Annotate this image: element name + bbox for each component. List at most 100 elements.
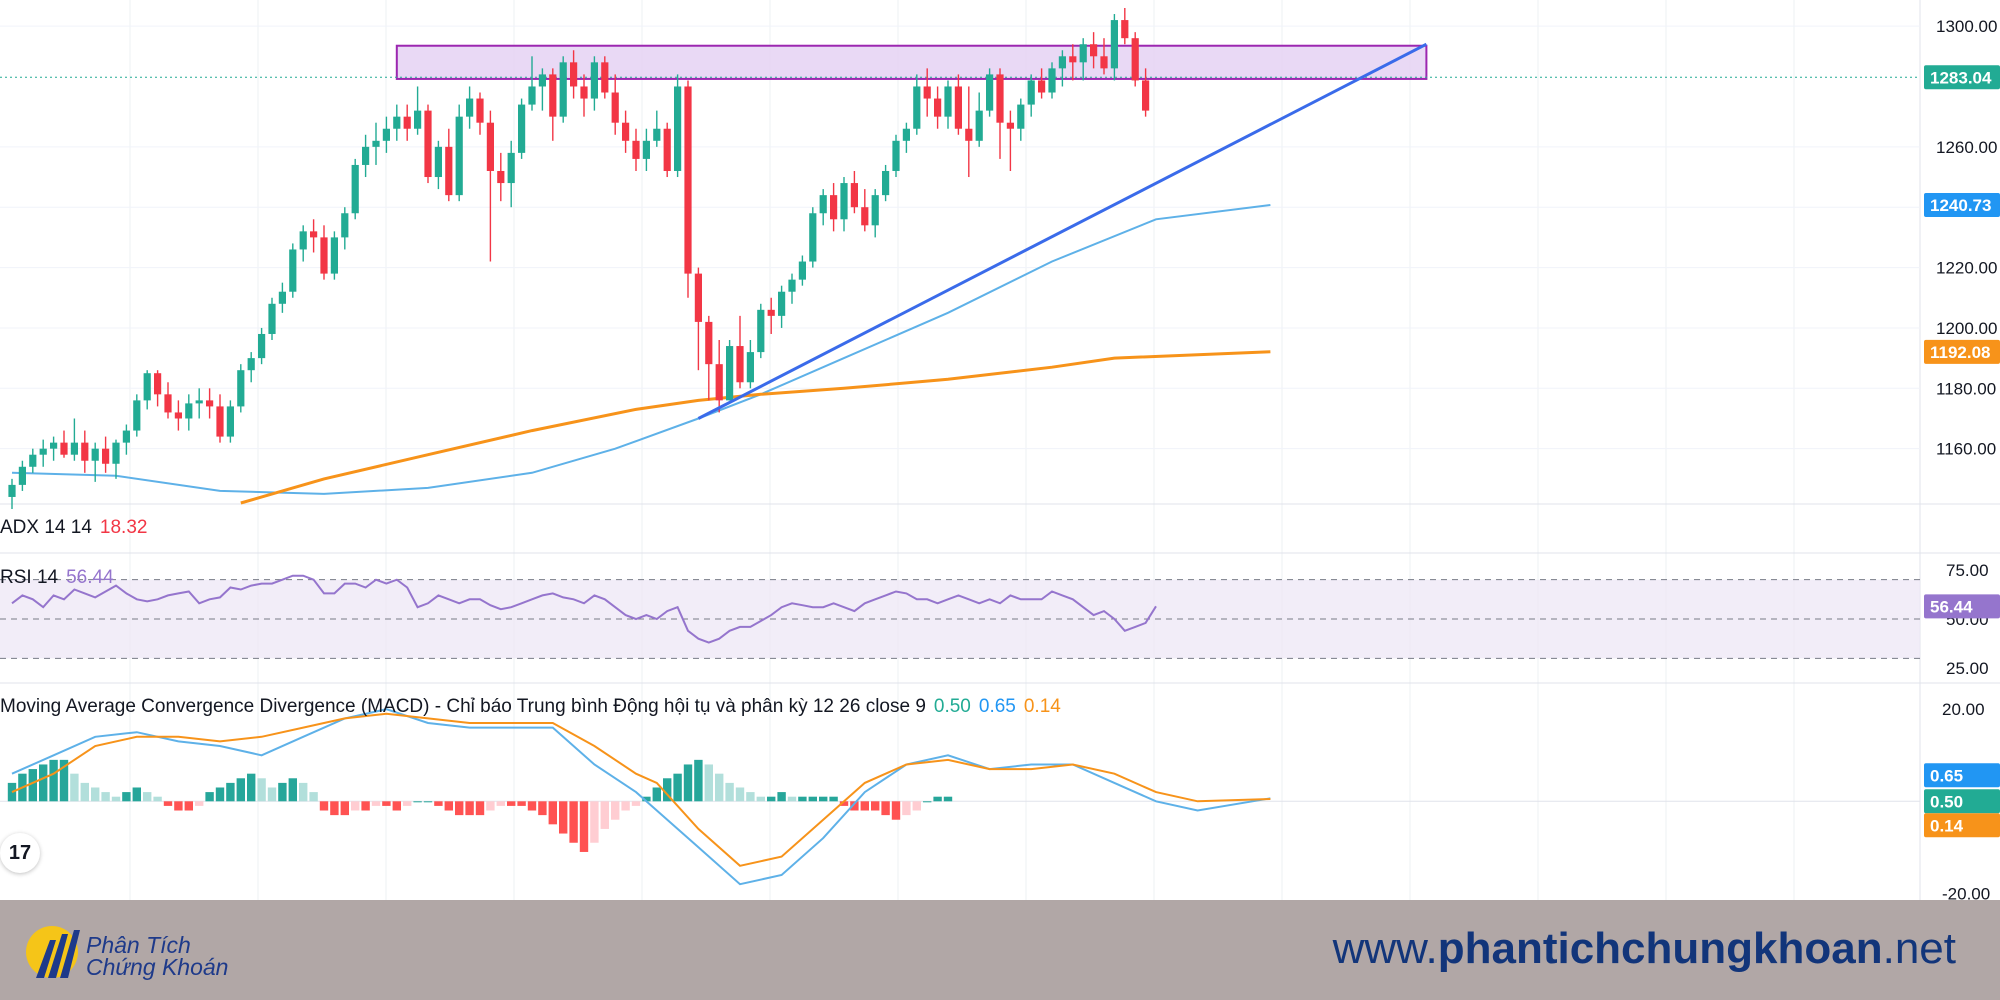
candle — [299, 225, 307, 262]
candle-body — [476, 98, 484, 123]
candle — [18, 460, 26, 491]
macd-hist-tag: 0.14 — [1924, 813, 2000, 838]
candle-body — [1100, 56, 1108, 69]
macd-histogram-bar — [226, 782, 235, 802]
footer-banner: Phân Tích Chứng Khoán www.phantichchungk… — [0, 900, 2000, 1000]
macd-histogram-bar — [122, 792, 131, 802]
candle — [642, 128, 650, 171]
macd-histogram-bar — [579, 801, 589, 852]
price-axis[interactable]: 1300.001260.001240.001220.001200.001180.… — [1924, 17, 2000, 900]
macd-histogram-bar — [850, 801, 859, 811]
price-tick-label: 1200.00 — [1936, 319, 1997, 338]
macd-histogram-bar — [694, 759, 703, 802]
brand-url[interactable]: www.phantichchungkhoan.net — [1333, 924, 1956, 974]
macd-histogram-bar — [683, 764, 693, 802]
macd-hist-tag-text: 0.14 — [1930, 816, 1964, 835]
candle — [1100, 38, 1108, 75]
candle-body — [382, 128, 390, 141]
candle-body — [1017, 104, 1025, 129]
candle — [112, 439, 120, 479]
candle-body — [393, 116, 401, 129]
rsi-value-tag-text: 56.44 — [1930, 597, 1973, 616]
macd-histogram-bar — [195, 801, 204, 806]
candle-body — [528, 86, 536, 105]
price-pane[interactable] — [0, 8, 1920, 510]
candle — [50, 436, 58, 461]
candle-body — [705, 321, 713, 365]
candle — [247, 352, 255, 383]
macd-histogram-bar — [153, 796, 162, 802]
candle — [757, 303, 765, 359]
adx-legend[interactable]: ADX 14 14 18.32 — [0, 517, 147, 539]
macd-histogram-bar — [163, 801, 173, 806]
candle — [310, 219, 318, 253]
macd-histogram-bar — [361, 801, 370, 811]
candle-body — [362, 146, 370, 165]
candle-body — [674, 86, 682, 171]
candle — [8, 478, 16, 510]
candle — [424, 104, 432, 184]
candle-body — [341, 213, 349, 238]
candle — [237, 364, 245, 413]
candle — [798, 255, 806, 286]
candle — [861, 189, 869, 232]
candle — [507, 140, 515, 208]
candle — [1017, 98, 1025, 141]
candle-body — [944, 86, 952, 117]
macd-pane[interactable] — [0, 708, 1920, 886]
candle — [351, 158, 359, 220]
candle — [705, 315, 713, 401]
candle — [60, 430, 68, 458]
candle — [996, 68, 1004, 159]
macd-histogram-bar — [746, 792, 755, 802]
ma-fast-line — [11, 204, 1271, 495]
candle-body — [1110, 20, 1118, 69]
candle-body — [185, 403, 193, 419]
candle-body — [518, 104, 526, 153]
tradingview-logo[interactable]: 17 — [0, 833, 40, 873]
chart-area[interactable]: 1300.001260.001240.001220.001200.001180.… — [0, 0, 2000, 900]
candle — [736, 315, 744, 389]
candle-body — [102, 448, 110, 464]
rsi-legend[interactable]: RSI 14 56.44 — [0, 567, 114, 589]
candle — [1090, 32, 1098, 69]
macd-histogram-bar — [288, 778, 297, 802]
macd-histogram-bar — [933, 796, 942, 802]
candle-body — [174, 412, 182, 419]
candle — [154, 370, 162, 407]
macd-histogram-bar — [829, 796, 838, 802]
macd-histogram-bar — [600, 801, 609, 829]
candle-body — [112, 442, 120, 464]
candle-body — [902, 128, 910, 141]
macd-histogram-bar — [184, 801, 193, 811]
macd-legend[interactable]: Moving Average Convergence Divergence (M… — [0, 696, 1061, 718]
macd-histogram-bar — [101, 792, 110, 802]
candle-body — [330, 237, 338, 274]
macd-histogram-bar — [819, 796, 828, 802]
macd-value-tag-bg — [1924, 789, 2000, 814]
candle-body — [237, 370, 245, 407]
macd-histogram-bar — [205, 792, 214, 802]
support-trendline — [697, 42, 1428, 420]
rsi-title: RSI 14 — [0, 567, 59, 588]
candle-body — [299, 231, 307, 250]
candle — [715, 340, 723, 413]
macd-histogram-bar — [777, 792, 786, 802]
candle-body — [954, 86, 962, 129]
candle — [486, 110, 494, 262]
candle — [382, 116, 390, 153]
macd-value-tag-text: 0.50 — [1930, 792, 1963, 811]
candle — [622, 110, 630, 153]
candle — [497, 152, 505, 202]
candle — [174, 400, 182, 431]
rsi-pane[interactable] — [0, 574, 1920, 659]
macd-histogram-bar — [808, 796, 817, 802]
macd-histogram-bar — [538, 801, 547, 816]
macd-value: 0.50 — [933, 696, 971, 717]
candle-body — [549, 74, 557, 117]
macd-histogram-bar — [49, 759, 58, 802]
candle — [840, 177, 848, 232]
candle-body — [1079, 44, 1087, 63]
macd-histogram-bar — [517, 801, 526, 806]
candle — [934, 86, 942, 129]
